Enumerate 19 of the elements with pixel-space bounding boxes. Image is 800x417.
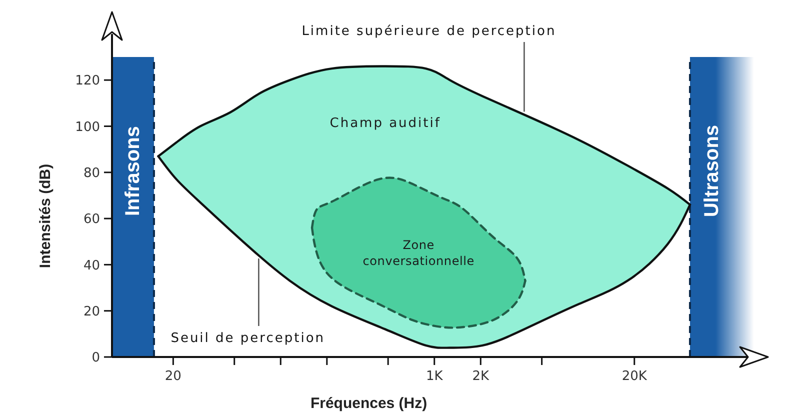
x-tick-label: 20K bbox=[622, 369, 648, 384]
y-tick-label: 120 bbox=[75, 74, 100, 89]
x-tick-label: 2K bbox=[472, 369, 490, 384]
y-tick-label: 80 bbox=[83, 166, 100, 181]
x-axis-title: Fréquences (Hz) bbox=[310, 395, 428, 412]
series-label: Zone conversationnelle bbox=[362, 238, 474, 268]
y-axis-title: Intensités (dB) bbox=[37, 164, 54, 268]
y-tick-label: 40 bbox=[83, 258, 100, 274]
y-tick-label: 100 bbox=[75, 120, 100, 135]
annotation: Limite supérieure de perception bbox=[302, 24, 556, 39]
y-tick-label: 60 bbox=[83, 212, 100, 228]
y-tick-label: 20 bbox=[83, 304, 100, 320]
band-label: Ultrasons bbox=[700, 124, 723, 218]
annotation: Seuil de perception bbox=[170, 331, 326, 346]
x-tick-label: 1K bbox=[426, 369, 444, 384]
series-label: Champ auditif bbox=[330, 115, 441, 130]
band-label: Infrasons bbox=[122, 126, 144, 216]
x-tick-label: 20 bbox=[164, 369, 182, 384]
y-tick-label: 0 bbox=[92, 350, 100, 366]
